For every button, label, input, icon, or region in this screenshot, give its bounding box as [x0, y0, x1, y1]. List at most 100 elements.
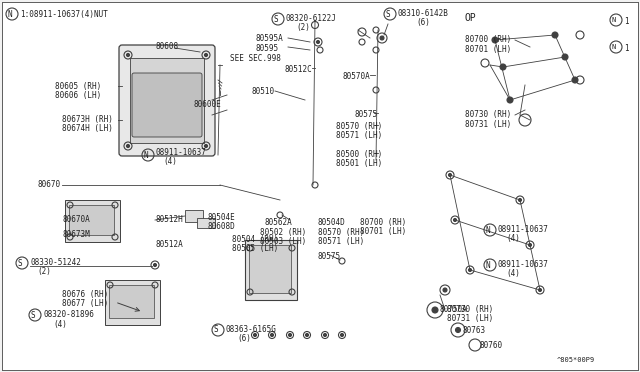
Text: 80504 (RH): 80504 (RH) [232, 235, 278, 244]
Circle shape [154, 263, 157, 266]
Text: S: S [214, 326, 218, 334]
Circle shape [127, 144, 129, 148]
Text: 80700 (RH): 80700 (RH) [360, 218, 406, 227]
Text: 80575: 80575 [318, 252, 341, 261]
Text: 80575: 80575 [355, 110, 378, 119]
Text: 80562A: 80562A [265, 218, 292, 227]
Circle shape [271, 334, 273, 337]
Text: S: S [386, 10, 390, 19]
Text: (2): (2) [296, 23, 310, 32]
Text: 08330-51242: 08330-51242 [30, 258, 81, 267]
Circle shape [340, 334, 344, 337]
Text: 80512C: 80512C [285, 65, 313, 74]
Text: 80731 (LH): 80731 (LH) [465, 120, 511, 129]
Circle shape [538, 289, 541, 292]
Circle shape [323, 334, 326, 337]
Text: 80504D: 80504D [318, 218, 346, 227]
Circle shape [529, 244, 531, 247]
Text: 08911-10637: 08911-10637 [498, 225, 549, 234]
Circle shape [468, 269, 472, 272]
Circle shape [507, 97, 513, 103]
Text: SEE SEC.998: SEE SEC.998 [230, 54, 281, 63]
Text: 80670: 80670 [37, 180, 60, 189]
Text: N: N [486, 260, 490, 269]
Text: 80505 (LH): 80505 (LH) [232, 244, 278, 253]
Circle shape [572, 77, 578, 83]
Text: N: N [486, 225, 490, 234]
Text: 08320-81896: 08320-81896 [43, 310, 94, 319]
Text: S: S [18, 259, 22, 267]
Text: 80731 (LH): 80731 (LH) [447, 314, 493, 323]
Text: 08320-6122J: 08320-6122J [286, 14, 337, 23]
Text: 80504E: 80504E [208, 213, 236, 222]
Text: 80760: 80760 [480, 341, 503, 350]
Text: 08911-10637: 08911-10637 [498, 260, 549, 269]
Circle shape [127, 54, 129, 57]
Text: N: N [612, 17, 616, 23]
Circle shape [205, 144, 207, 148]
Bar [185, 210, 203, 222]
Text: (6): (6) [237, 334, 251, 343]
Circle shape [289, 334, 291, 337]
Text: 80676 (RH): 80676 (RH) [62, 290, 108, 299]
Text: 80608D: 80608D [208, 222, 236, 231]
Text: (6): (6) [416, 18, 430, 27]
Circle shape [253, 334, 257, 337]
Text: 80600E: 80600E [193, 100, 221, 109]
Text: 08363-6165G: 08363-6165G [226, 325, 277, 334]
Text: 80608: 80608 [155, 42, 178, 51]
Circle shape [454, 218, 456, 221]
Text: OP: OP [465, 13, 477, 23]
Text: 80512A: 80512A [155, 240, 183, 249]
Text: 80701 (LH): 80701 (LH) [360, 227, 406, 236]
Text: 80502 (RH): 80502 (RH) [260, 228, 307, 237]
Text: 80571 (LH): 80571 (LH) [336, 131, 382, 140]
Text: N: N [144, 151, 148, 160]
Text: 80512H: 80512H [155, 215, 183, 224]
Text: S: S [31, 311, 35, 320]
Text: 80606 (LH): 80606 (LH) [55, 91, 101, 100]
Text: 80673M: 80673M [62, 230, 90, 239]
Text: 08310-6142B: 08310-6142B [398, 9, 449, 18]
Text: 80730 (RH): 80730 (RH) [465, 110, 511, 119]
Circle shape [380, 36, 384, 40]
Bar [245, 240, 297, 300]
Text: 80570A: 80570A [343, 72, 371, 81]
Text: (4): (4) [506, 269, 520, 278]
Circle shape [456, 327, 461, 333]
Text: 80750A: 80750A [440, 305, 468, 314]
Bar [65, 200, 120, 242]
Circle shape [562, 54, 568, 60]
Bar [197, 218, 215, 228]
Text: (4): (4) [506, 234, 520, 243]
Text: (4): (4) [163, 157, 177, 166]
Bar [69, 205, 114, 235]
Text: 80571 (LH): 80571 (LH) [318, 237, 364, 246]
Text: 80763: 80763 [463, 326, 486, 335]
Circle shape [449, 173, 451, 176]
Text: 80595: 80595 [255, 44, 278, 53]
Text: 80570 (RH): 80570 (RH) [318, 228, 364, 237]
Text: 80670A: 80670A [62, 215, 90, 224]
Text: 08911-10637: 08911-10637 [156, 148, 207, 157]
Text: 80673H (RH): 80673H (RH) [62, 115, 113, 124]
Text: 80595A: 80595A [255, 34, 283, 43]
Text: ^805*00P9: ^805*00P9 [557, 357, 595, 363]
Text: (4): (4) [53, 320, 67, 329]
Circle shape [552, 32, 558, 38]
Circle shape [432, 307, 438, 313]
Text: N: N [8, 10, 12, 19]
Circle shape [317, 41, 319, 44]
Text: 80730 (RH): 80730 (RH) [447, 305, 493, 314]
Text: 80500 (RH): 80500 (RH) [336, 150, 382, 159]
Text: 80674H (LH): 80674H (LH) [62, 124, 113, 133]
Bar [460, 5, 632, 150]
Text: 80501 (LH): 80501 (LH) [336, 159, 382, 168]
Text: 80503 (LH): 80503 (LH) [260, 237, 307, 246]
Text: 80700 (RH): 80700 (RH) [465, 35, 511, 44]
Bar [249, 245, 291, 293]
Circle shape [443, 288, 447, 292]
Bar [105, 280, 160, 325]
Text: 80605 (RH): 80605 (RH) [55, 82, 101, 91]
Bar [130, 58, 204, 143]
